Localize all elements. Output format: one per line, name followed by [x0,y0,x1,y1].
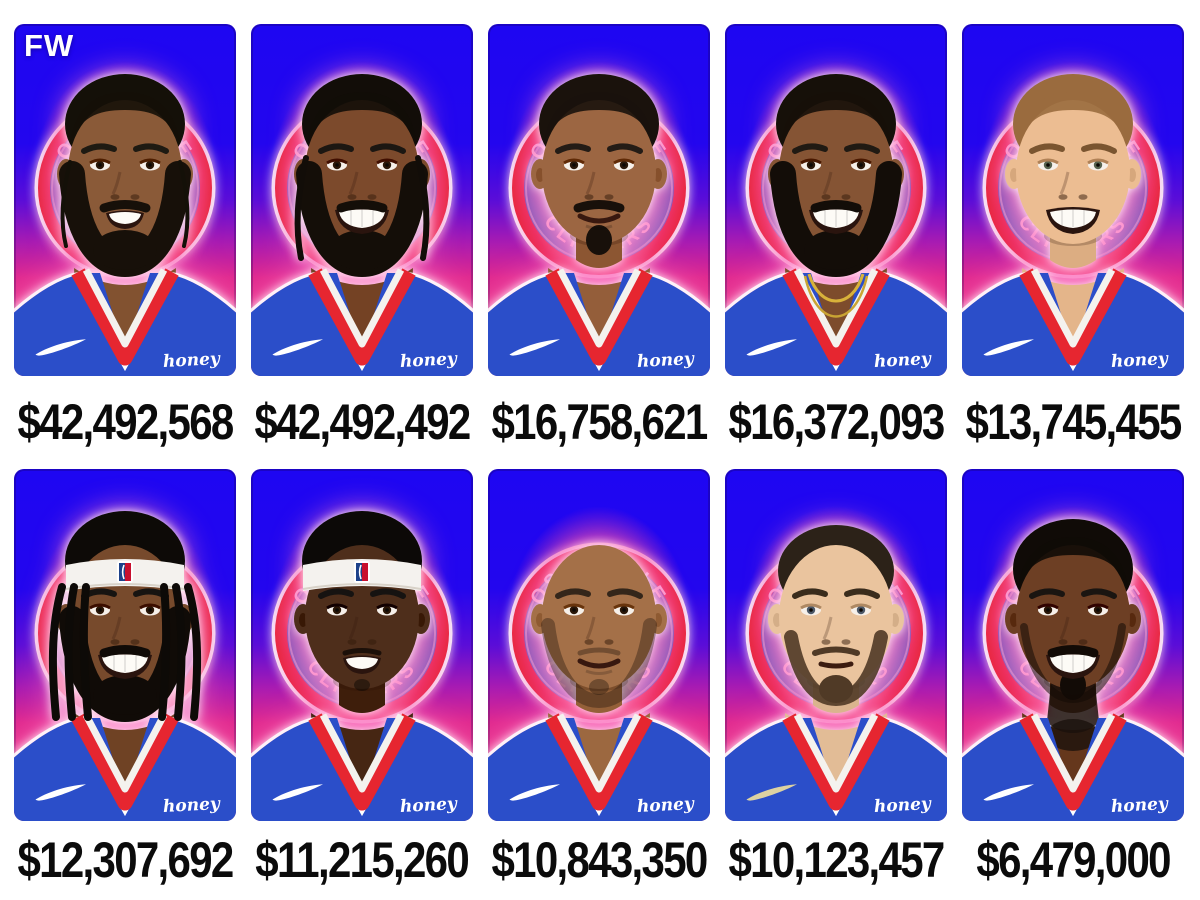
honey-logo: honey [874,349,933,372]
player-portrait: honey [251,24,473,376]
honey-logo: honey [1111,794,1170,817]
player-portrait: honey [488,24,710,376]
salary-row: $16,758,621 [488,376,710,468]
nike-swoosh-icon [983,339,1034,356]
salary-label: $12,307,692 [17,832,234,888]
honey-logo: honey [163,349,222,372]
salary-label: $13,745,455 [965,394,1182,450]
nike-swoosh-icon [983,784,1034,801]
salary-label: $16,758,621 [491,394,708,450]
player-portrait: honey [962,469,1184,821]
player-cell: LOS ANGELES CLIPPERS honey $16,758,621 [488,24,710,469]
salary-row: $42,492,568 [14,376,236,468]
salary-label: $16,372,093 [728,394,945,450]
nike-swoosh-icon [272,784,323,801]
nike-swoosh-icon [746,784,797,801]
honey-logo: honey [163,794,222,817]
player-card: LOS ANGELES CLIPPERS honey [488,469,710,821]
nike-swoosh-icon [272,339,323,356]
player-cell: LOS ANGELES CLIPPERS honey $13,745,455 [962,24,1184,469]
player-portrait: honey [962,24,1184,376]
salary-row: $6,479,000 [962,821,1184,899]
player-cell: LOS ANGELES CLIPPERS honey $10,843,350 [488,469,710,900]
fw-watermark: FW [24,28,75,63]
salary-row: $16,372,093 [725,376,947,468]
salary-label: $10,123,457 [728,832,945,888]
salary-row: $12,307,692 [14,821,236,899]
player-card: LOS ANGELES CLIPPERS honey [962,469,1184,821]
nike-swoosh-icon [509,339,560,356]
player-portrait: honey [14,24,236,376]
gold-chain [807,273,865,303]
player-card: LOS ANGELES CLIPPERS honey [14,469,236,821]
player-portrait: honey [488,469,710,821]
nba-logo-icon [117,561,133,583]
player-portrait: honey [725,469,947,821]
salary-row: $42,492,492 [251,376,473,468]
salary-row: $11,215,260 [251,821,473,899]
honey-logo: honey [400,794,459,817]
salary-row: $10,843,350 [488,821,710,899]
player-cell: LOS ANGELES CLIPPERS honey FW $42,492,56… [14,24,236,469]
salary-label: $11,215,260 [255,832,470,888]
nike-swoosh-icon [35,339,86,356]
player-card: LOS ANGELES CLIPPERS honey [251,24,473,376]
honey-logo: honey [874,794,933,817]
player-portrait: honey [14,469,236,821]
player-cell: LOS ANGELES CLIPPERS honey $11,215,260 [251,469,473,900]
player-cell: LOS ANGELES CLIPPERS honey $6,479,000 [962,469,1184,900]
player-card: LOS ANGELES CLIPPERS honey [251,469,473,821]
salary-label: $6,479,000 [976,832,1171,888]
honey-logo: honey [400,349,459,372]
player-cell: LOS ANGELES CLIPPERS honey $42,492,492 [251,24,473,469]
honey-logo: honey [637,349,696,372]
honey-logo: honey [637,794,696,817]
player-card: LOS ANGELES CLIPPERS honey FW [14,24,236,376]
gold-chain [803,275,869,318]
salary-row: $13,745,455 [962,376,1184,468]
nike-swoosh-icon [509,784,560,801]
salary-label: $42,492,568 [17,394,234,450]
player-card: LOS ANGELES CLIPPERS honey [488,24,710,376]
player-portrait: honey [251,469,473,821]
honey-logo: honey [1111,349,1170,372]
salary-label: $42,492,492 [254,394,471,450]
player-portrait: honey [725,24,947,376]
player-cell: LOS ANGELES CLIPPERS honey $10,123,457 [725,469,947,900]
salary-row: $10,123,457 [725,821,947,899]
player-card: LOS ANGELES CLIPPERS honey [725,469,947,821]
nike-swoosh-icon [35,784,86,801]
nba-logo-icon [354,561,370,583]
player-cell: LOS ANGELES CLIPPERS honey $16,372,093 [725,24,947,469]
salary-label: $10,843,350 [491,832,708,888]
player-card: LOS ANGELES CLIPPERS honey [725,24,947,376]
nike-swoosh-icon [746,339,797,356]
player-cell: LOS ANGELES CLIPPERS honey $12,307,692 [14,469,236,900]
player-card: LOS ANGELES CLIPPERS honey [962,24,1184,376]
